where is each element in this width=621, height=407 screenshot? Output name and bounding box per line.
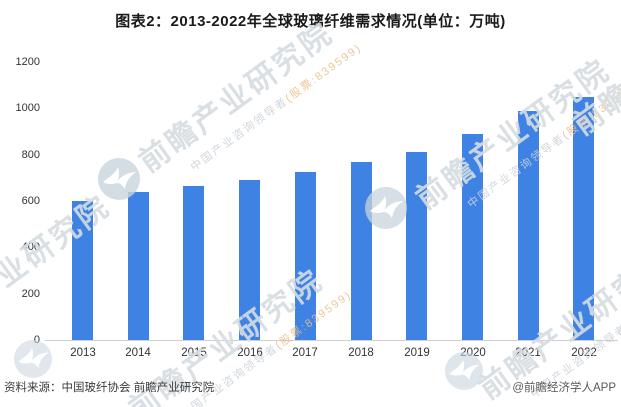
y-axis-tick-label: 1000 — [15, 102, 40, 114]
source-text: 资料来源：中国玻纤协会 前瞻产业研究院 — [4, 382, 215, 394]
credit-text: @前瞻经济学人APP — [512, 382, 616, 394]
bar-2014 — [128, 192, 149, 340]
x-axis-line — [45, 340, 618, 341]
bar-2013 — [72, 201, 93, 340]
chart-title: 图表2：2013-2022年全球玻璃纤维需求情况(单位：万吨) — [115, 13, 506, 30]
x-axis-label: 2014 — [125, 347, 151, 359]
x-axis-label: 2020 — [460, 347, 486, 359]
x-axis-label: 2018 — [348, 347, 374, 359]
y-axis-tick-label: 400 — [21, 241, 40, 253]
bar-2015 — [183, 186, 204, 340]
bar-2017 — [295, 172, 316, 340]
y-axis-tick-label: 0 — [33, 334, 40, 346]
watermark-tagline-text: 中国产业咨询领导者(股票:839599) — [188, 41, 365, 174]
x-axis-label: 2019 — [404, 347, 430, 359]
y-axis-tick-label: 200 — [21, 288, 40, 300]
bar-2021 — [518, 111, 539, 340]
x-axis-label: 2015 — [181, 347, 207, 359]
y-axis-tick-label: 1200 — [15, 56, 40, 68]
y-axis-tick-label: 600 — [21, 195, 40, 207]
bar-2022 — [573, 97, 594, 340]
x-axis-label: 2021 — [515, 347, 541, 359]
footer: 资料来源：中国玻纤协会 前瞻产业研究院 @前瞻经济学人APP — [0, 377, 621, 397]
bar-2020 — [462, 134, 483, 340]
bar-2019 — [406, 152, 427, 340]
x-axis-label: 2017 — [292, 347, 318, 359]
x-axis-label: 2016 — [237, 347, 263, 359]
bar-2018 — [351, 162, 372, 340]
x-axis-label: 2022 — [571, 347, 597, 359]
y-axis-tick-label: 800 — [21, 149, 40, 161]
x-axis-label: 2013 — [70, 347, 96, 359]
watermark-tagline-text: 中国产业咨询领导者(股票:839599) — [465, 78, 621, 211]
bar-2016 — [239, 180, 260, 340]
